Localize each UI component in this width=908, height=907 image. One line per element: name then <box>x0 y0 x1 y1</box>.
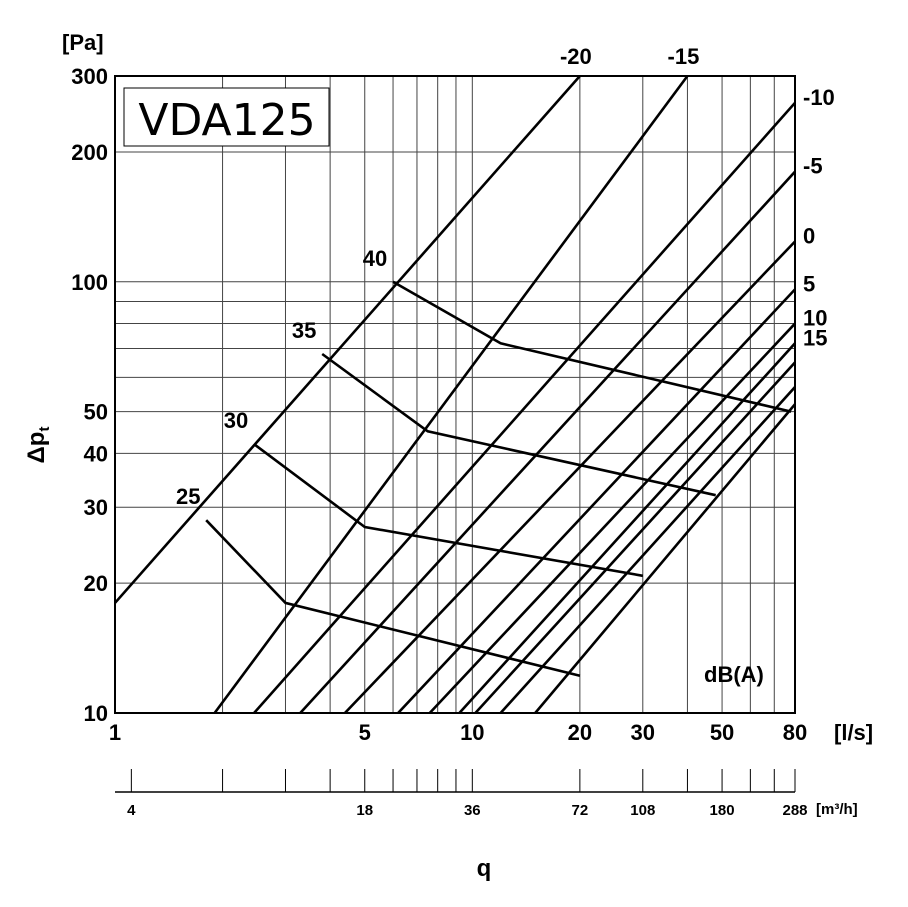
sound-curve-label: 30 <box>224 408 248 433</box>
secondary-tick-label: 72 <box>572 802 589 819</box>
dba-label: dB(A) <box>704 662 764 687</box>
secondary-tick-label: 180 <box>710 802 735 819</box>
x-tick-label: 30 <box>631 720 655 745</box>
setting-line <box>499 386 795 713</box>
sound-curve <box>205 519 581 678</box>
secondary-tick-label: 288 <box>782 802 807 819</box>
setting-line-label: 5 <box>803 271 815 296</box>
sound-curve-label: 25 <box>176 484 200 509</box>
y-tick-labels: 10 20 30 40 50 100 200 300 <box>71 64 108 726</box>
secondary-axis: 4 18 36 72 108 180 288 <box>115 769 808 819</box>
y-tick-label: 50 <box>84 400 108 425</box>
secondary-tick-label: 108 <box>630 802 655 819</box>
x-tick-labels: 1 5 10 20 30 50 80 <box>109 720 807 745</box>
y-axis-title: Δpt <box>23 427 53 464</box>
y-tick-label: 30 <box>84 495 108 520</box>
chart-title: VDA125 <box>138 95 315 146</box>
setting-line-label: 0 <box>803 223 815 248</box>
damper-setting-lines <box>115 76 795 713</box>
sound-level-curves <box>205 280 792 678</box>
x-tick-label: 1 <box>109 720 121 745</box>
grid <box>114 75 796 714</box>
setting-line <box>474 361 795 713</box>
sound-curve <box>253 443 644 578</box>
setting-line <box>534 403 795 713</box>
setting-line <box>299 170 795 713</box>
setting-line-label: -20 <box>560 44 592 69</box>
sound-curve-label: 40 <box>363 246 387 271</box>
sound-curve-label: 35 <box>292 318 316 343</box>
y-tick-label: 200 <box>71 140 108 165</box>
x-tick-label: 20 <box>568 720 592 745</box>
sound-curve <box>392 280 792 413</box>
setting-line <box>213 76 689 713</box>
x-tick-label: 10 <box>460 720 484 745</box>
setting-line <box>458 342 795 713</box>
setting-line-label: 15 <box>803 325 827 350</box>
sound-curve-labels: 25 30 35 40 <box>176 246 387 509</box>
x-tick-label: 5 <box>359 720 371 745</box>
sound-curve <box>321 352 716 497</box>
y-tick-label: 100 <box>71 270 108 295</box>
setting-line <box>397 288 795 713</box>
setting-line-label: -15 <box>668 44 700 69</box>
secondary-tick-label: 36 <box>464 802 481 819</box>
x-unit-label: [l/s] <box>834 720 873 745</box>
setting-line-label: -5 <box>803 154 823 179</box>
x-axis-title: q <box>477 855 492 882</box>
secondary-unit-label: [m³/h] <box>816 801 858 818</box>
x-tick-label: 80 <box>783 720 807 745</box>
setting-line <box>253 101 795 713</box>
setting-line-label: -10 <box>803 85 835 110</box>
setting-line <box>428 322 795 713</box>
secondary-tick-label: 4 <box>127 802 136 819</box>
y-tick-label: 20 <box>84 571 108 596</box>
x-tick-label: 50 <box>710 720 734 745</box>
y-tick-label: 40 <box>84 441 108 466</box>
setting-line-label: 10 <box>803 306 827 331</box>
secondary-tick-label: 18 <box>356 802 373 819</box>
plot-frame <box>114 75 796 714</box>
y-tick-label: 300 <box>71 64 108 89</box>
y-tick-label: 10 <box>84 701 108 726</box>
title-box: VDA125 <box>123 87 330 147</box>
y-unit-label: [Pa] <box>62 30 104 55</box>
title-frame <box>123 87 330 147</box>
setting-line <box>343 240 795 713</box>
setting-line <box>115 76 581 604</box>
